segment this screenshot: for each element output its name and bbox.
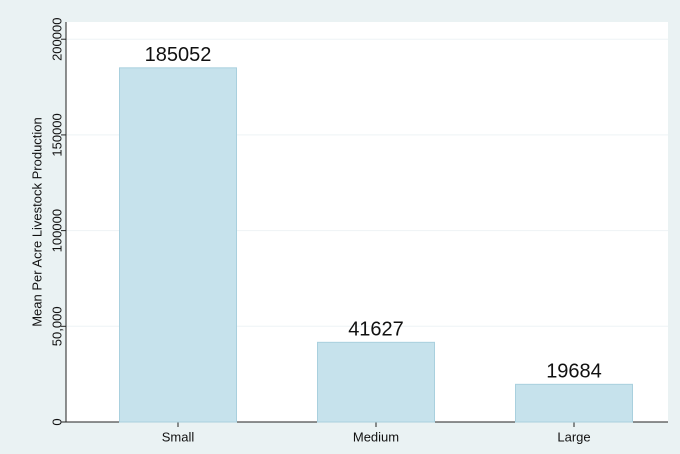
bar <box>515 383 633 423</box>
value-label: 41627 <box>348 319 404 341</box>
y-tick-label: 0 <box>49 418 64 425</box>
y-tick-label: 150000 <box>49 113 64 156</box>
value-label: 19684 <box>546 361 602 383</box>
y-tick-label: 50,000 <box>49 306 64 346</box>
y-tick-label: 200000 <box>49 18 64 61</box>
y-axis-label: Mean Per Acre Livestock Production <box>29 117 44 327</box>
x-tick-label: Medium <box>353 429 399 444</box>
bar <box>119 67 237 423</box>
y-tick-label: 100000 <box>49 209 64 252</box>
bar <box>317 341 435 423</box>
x-tick-label: Large <box>557 429 590 444</box>
x-tick-label: Small <box>162 429 195 444</box>
value-label: 185052 <box>145 44 212 66</box>
